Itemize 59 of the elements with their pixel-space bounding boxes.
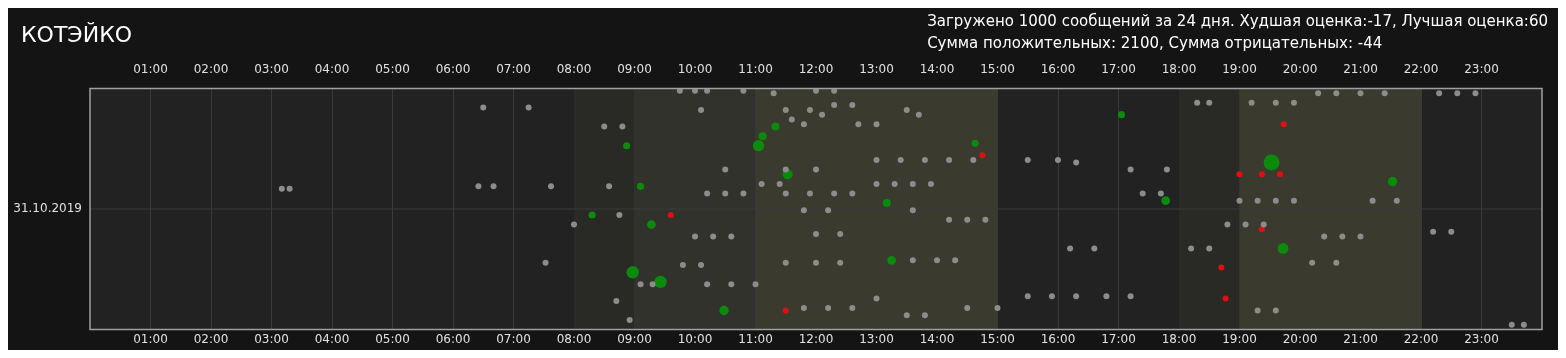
- x-tick-label: 12:00: [798, 331, 834, 346]
- point: [667, 211, 674, 218]
- x2-tick-label: 07:00: [496, 62, 531, 77]
- x2-tick-label: 04:00: [314, 62, 350, 77]
- point: [1258, 226, 1265, 233]
- x-tick-label: 04:00: [314, 331, 350, 346]
- x-tick-label: 14:00: [919, 331, 955, 346]
- x2-tick-label: 20:00: [1282, 62, 1318, 77]
- x-tick-label: 09:00: [617, 331, 652, 346]
- x2-tick-label: 13:00: [859, 62, 894, 77]
- x-tick-label: 18:00: [1161, 331, 1197, 346]
- x-tick-label: 10:00: [677, 331, 713, 346]
- point: [1258, 171, 1265, 178]
- x2-tick-label: 12:00: [798, 62, 834, 77]
- x-tick-label: 15:00: [980, 331, 1015, 346]
- point: [1280, 121, 1287, 128]
- x2-tick-label: 21:00: [1343, 62, 1378, 77]
- x2-tick-label: 01:00: [133, 62, 168, 77]
- x2-tick-label: 03:00: [254, 62, 289, 77]
- x2-tick-label: 16:00: [1040, 62, 1076, 77]
- x2-tick-label: 11:00: [738, 62, 773, 77]
- point: [1222, 295, 1229, 302]
- x-tick-label: 01:00: [133, 331, 168, 346]
- point: [1236, 171, 1243, 178]
- x2-tick-label: 06:00: [435, 62, 471, 77]
- x2-tick-label: 19:00: [1222, 62, 1257, 77]
- x2-tick-label: 10:00: [677, 62, 713, 77]
- x-tick-label: 22:00: [1403, 331, 1439, 346]
- x2-tick-label: 17:00: [1101, 62, 1136, 77]
- x-tick-label: 11:00: [738, 331, 773, 346]
- x-tick-label: 16:00: [1040, 331, 1076, 346]
- x2-tick-label: 18:00: [1161, 62, 1197, 77]
- x-tick-label: 02:00: [193, 331, 229, 346]
- x-tick-label: 21:00: [1343, 331, 1378, 346]
- chart-title: КОТЭЙКО: [21, 22, 133, 47]
- point: [782, 307, 789, 314]
- x2-tick-label: 22:00: [1403, 62, 1439, 77]
- x-tick-label: 19:00: [1222, 331, 1257, 346]
- x2-tick-label: 15:00: [980, 62, 1015, 77]
- x-tick-label: 07:00: [496, 331, 531, 346]
- text: 31.10.2019: [13, 201, 82, 216]
- point: [1218, 264, 1225, 271]
- x2-tick-label: 14:00: [919, 62, 955, 77]
- point: [979, 152, 986, 159]
- x-tick-label: 05:00: [375, 331, 410, 346]
- x2-tick-label: 08:00: [556, 62, 592, 77]
- x2-tick-label: 23:00: [1464, 62, 1499, 77]
- chart-subtitle: Загружено 1000 сообщений за 24 дня. Худшая оценка:-17, Лучшая оценка:60 Сумма положительных: 2100, Сумма отрицательных: -44: [927, 11, 1548, 54]
- x-tick-label: 03:00: [254, 331, 289, 346]
- x-tick-label: 17:00: [1101, 331, 1136, 346]
- x-tick-label: 06:00: [435, 331, 471, 346]
- x-tick-label: 20:00: [1282, 331, 1318, 346]
- x2-tick-label: 02:00: [193, 62, 229, 77]
- x2-tick-label: 09:00: [617, 62, 652, 77]
- x2-tick-label: 05:00: [375, 62, 410, 77]
- x-tick-label: 23:00: [1464, 331, 1499, 346]
- x-tick-label: 13:00: [859, 331, 894, 346]
- point: [1277, 171, 1284, 178]
- x-tick-label: 08:00: [556, 331, 592, 346]
